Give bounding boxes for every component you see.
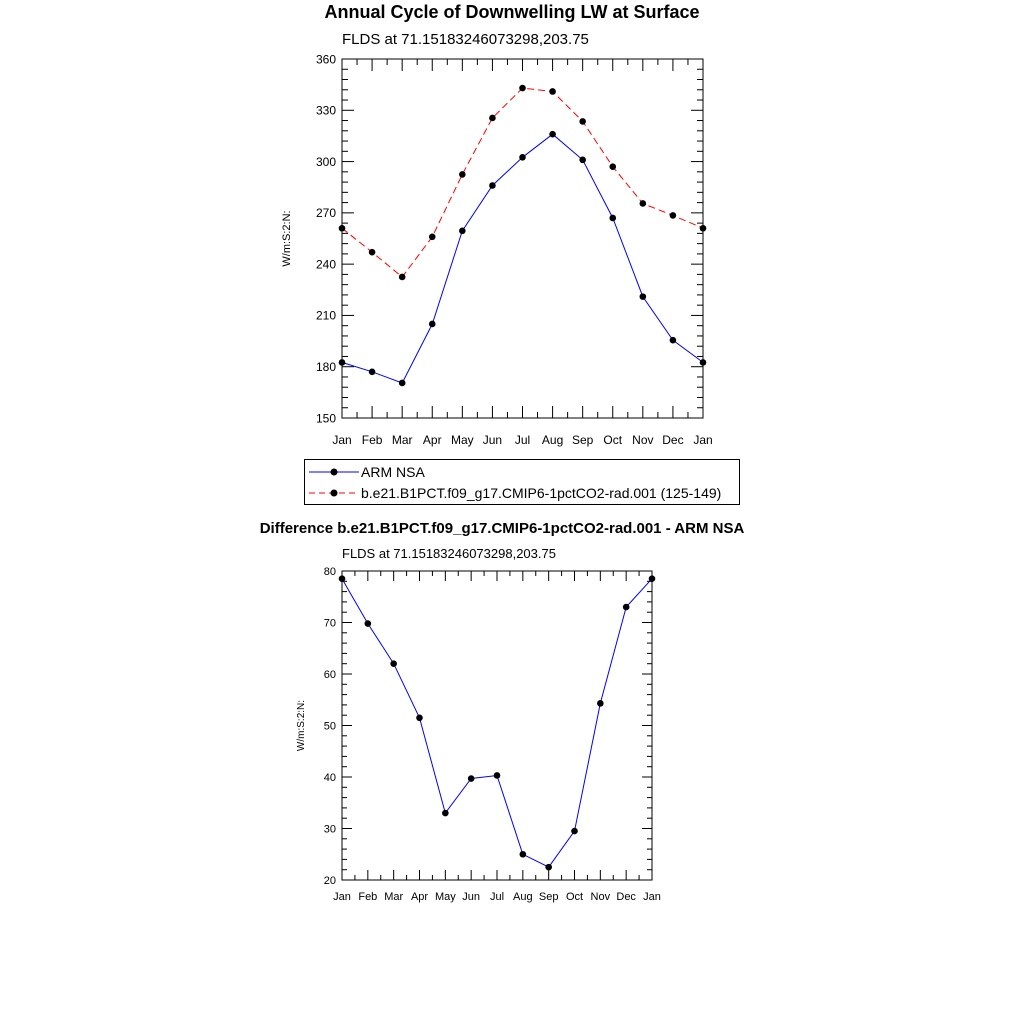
chart1-series-1-point	[338, 359, 346, 366]
chart2-ytick-label: 40	[324, 772, 336, 784]
chart1-series-2-line	[341, 87, 704, 278]
legend-swatch-arm-nsa	[309, 468, 359, 476]
chart2-ylabel: W/m:S:2:N:	[296, 700, 307, 751]
chart1-xtick-label: May	[451, 433, 474, 447]
chart1-ytick-label: 360	[316, 52, 336, 66]
chart1-series-1-point	[489, 182, 496, 189]
chart2-ytick-label: 20	[324, 875, 336, 887]
chart2-xtick-label: Dec	[616, 891, 636, 903]
chart2-xtick-label: Oct	[566, 891, 583, 903]
chart2-xtick-label: Mar	[384, 891, 403, 903]
legend-label-model: b.e21.B1PCT.f09_g17.CMIP6-1pctCO2-rad.00…	[361, 485, 722, 501]
chart1-xtick-label: Jan	[332, 433, 351, 447]
chart2-xtick-label: Apr	[411, 891, 428, 903]
chart2-series-1-point	[519, 850, 527, 858]
chart2-series-1-point	[467, 775, 475, 782]
chart1-xtick-label: Apr	[423, 433, 442, 447]
chart1-xtick-label: Jul	[515, 433, 530, 447]
chart1-xtick-label: Nov	[632, 433, 653, 447]
legend-item-arm-nsa: ARM NSA	[305, 462, 739, 482]
chart1-series-2-point	[609, 163, 617, 170]
chart1-series-1-point	[459, 227, 466, 235]
legend-label-arm-nsa: ARM NSA	[361, 464, 425, 480]
chart1-xtick-label: Aug	[542, 433, 563, 447]
chart1-ytick-label: 270	[316, 206, 336, 220]
chart1-legend: ARM NSA b.e21.B1PCT.f09_g17.CMIP6-1pctCO…	[304, 459, 740, 505]
chart1-ytick-label: 210	[316, 309, 336, 323]
chart1-xtick-label: Sep	[572, 433, 594, 447]
chart1-series-2-point	[579, 118, 586, 125]
chart1-series-1-point	[609, 214, 617, 222]
chart1-xtick-label: Feb	[362, 433, 383, 447]
chart2-series-1-point	[338, 575, 346, 583]
chart2-xtick-label: Aug	[513, 891, 533, 903]
chart1-series-1-point	[428, 320, 436, 328]
chart1-ytick-label: 150	[316, 411, 336, 425]
chart1-series-1-point	[699, 359, 707, 366]
chart1-series-1-line	[341, 133, 704, 384]
legend-swatch-model	[309, 489, 359, 497]
chart2-series-1-point	[390, 660, 397, 667]
chart1-ytick-label: 300	[316, 155, 336, 169]
chart2-series-1-point	[597, 700, 604, 707]
chart2-ytick-label: 80	[324, 566, 336, 578]
chart2-series-1-point	[442, 809, 449, 817]
chart1-series-1-point	[669, 336, 677, 344]
chart1-series-2-point	[459, 171, 466, 178]
chart1-xtick-label: Dec	[662, 433, 683, 447]
chart1-plot-frame	[341, 58, 704, 419]
chart2-xtick-label: Jan	[643, 891, 661, 903]
chart1-series-1-point	[368, 368, 376, 376]
chart2-ytick-label: 60	[324, 669, 336, 681]
chart2-series-1-point	[416, 714, 423, 722]
chart2-series-1-point	[545, 863, 552, 871]
chart1-xtick-label: Jan	[693, 433, 712, 447]
chart1-series-2-point	[368, 248, 376, 256]
chart2-xtick-label: Feb	[358, 891, 377, 903]
chart2-xtick-label: Jul	[490, 891, 504, 903]
chart1-ytick-label: 240	[316, 257, 336, 271]
chart2-series-1-point	[648, 575, 656, 583]
chart1-series-2-point	[398, 273, 406, 281]
chart1-series-1-point	[398, 379, 406, 387]
chart2-series-1-point	[571, 827, 578, 835]
chart1-series-2-point	[338, 224, 346, 232]
chart2-ytick-label: 70	[324, 617, 336, 629]
chart2-series-1-line	[341, 578, 653, 868]
chart1-series-2-point	[519, 84, 526, 92]
chart1-series-2-point	[489, 114, 496, 122]
chart2-xtick-label: Sep	[539, 891, 559, 903]
chart1-ylabel: W/m:S:2:N:	[281, 210, 293, 266]
chart1-title: Annual Cycle of Downwelling LW at Surfac…	[324, 2, 700, 22]
chart1-series-1-point	[579, 156, 586, 164]
chart2-series-1-point	[493, 772, 501, 779]
chart1-series-1-point	[549, 130, 556, 138]
chart2-xtick-label: May	[435, 891, 456, 903]
chart2-ytick-label: 50	[324, 720, 336, 732]
chart1-ytick-label: 180	[316, 360, 336, 374]
chart1-ytick-label: 330	[316, 104, 336, 118]
chart2-title: Difference b.e21.B1PCT.f09_g17.CMIP6-1pc…	[259, 520, 745, 537]
chart2-xtick-label: Jan	[333, 891, 351, 903]
chart1-subtitle: FLDS at 71.15183246073298,203.75	[342, 31, 589, 48]
chart2-series-1-point	[622, 603, 630, 611]
chart2-subtitle: FLDS at 71.15183246073298,203.75	[342, 546, 556, 561]
chart1-xtick-label: Jun	[483, 433, 502, 447]
chart2-plot-frame	[341, 570, 653, 881]
chart1-series-2-point	[428, 233, 436, 241]
chart1-series-2-point	[549, 88, 556, 95]
chart1-series-2-point	[699, 224, 707, 232]
chart1-series-1-point	[519, 153, 526, 161]
chart2-ytick-label: 30	[324, 823, 336, 835]
chart1-series-1-point	[639, 293, 647, 300]
chart1-xtick-label: Oct	[603, 433, 622, 447]
chart2-series-1-point	[364, 620, 372, 627]
chart2-xtick-label: Nov	[591, 891, 611, 903]
chart1-xtick-label: Mar	[392, 433, 413, 447]
chart2-xtick-label: Jun	[462, 891, 480, 903]
legend-item-model: b.e21.B1PCT.f09_g17.CMIP6-1pctCO2-rad.00…	[305, 483, 739, 503]
chart1-series-2-point	[669, 212, 677, 219]
chart1-series-2-point	[639, 200, 647, 207]
